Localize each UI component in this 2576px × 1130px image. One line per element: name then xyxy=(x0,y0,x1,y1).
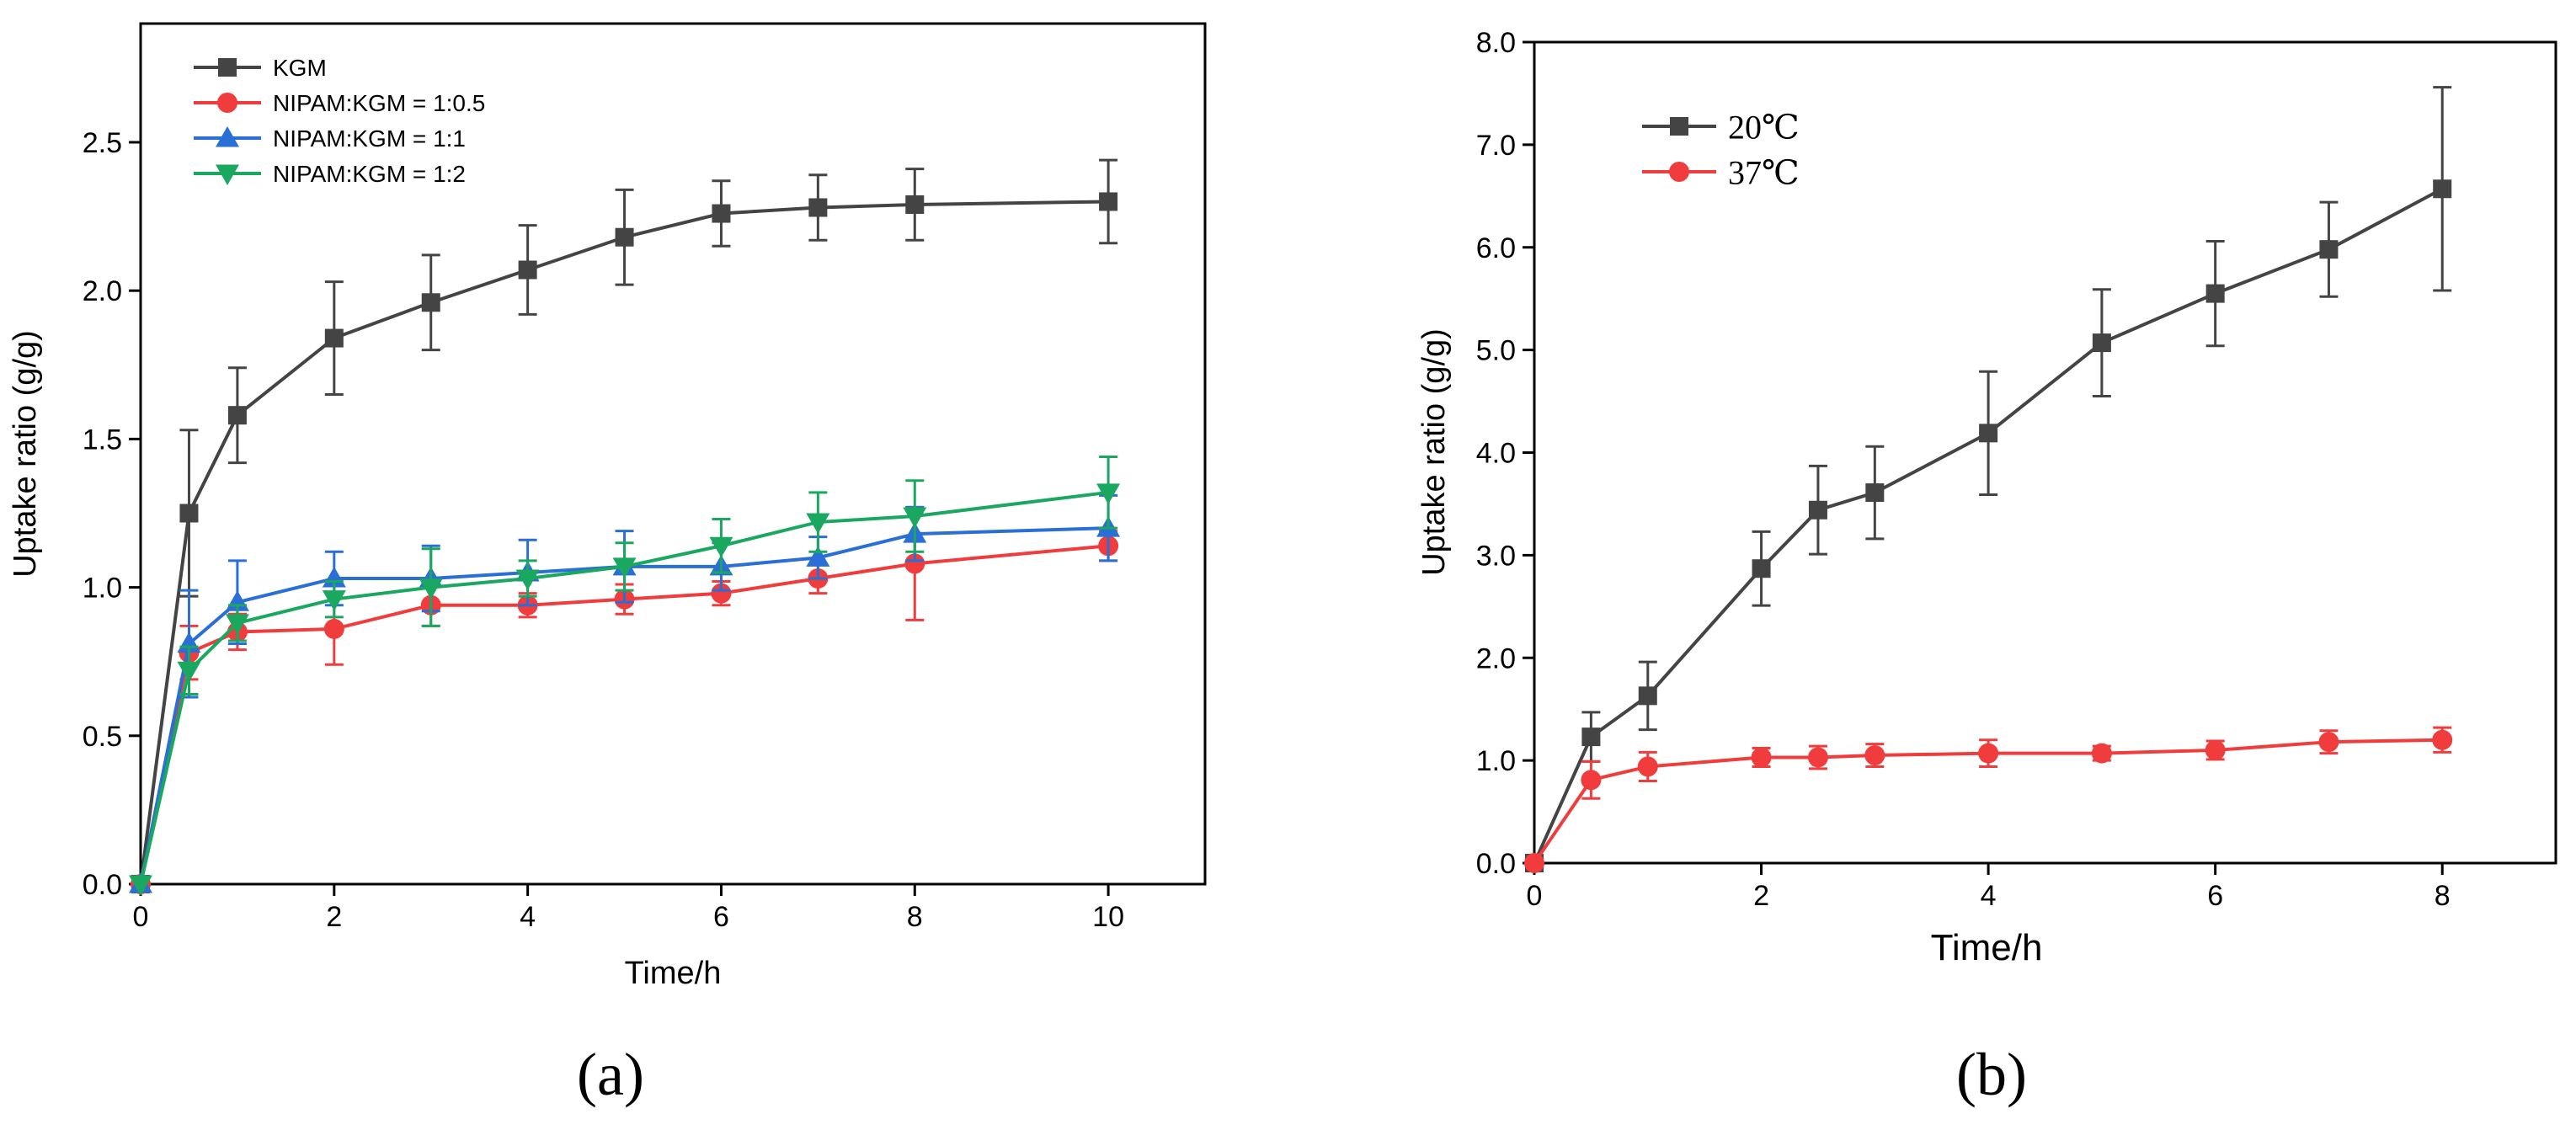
chart-b: 0.0 1.0 2.0 3.0 4.0 5.0 6.0 7.0 8.0 0 2 4 6 8 20℃ 37℃… xyxy=(1416,27,2557,1108)
chart-a-series-0-point xyxy=(808,198,828,217)
chart-a-legend-label: NIPAM:KGM = 1:0.5 xyxy=(273,90,485,116)
chart-a-series-1-point xyxy=(904,553,925,574)
chart-b-y-axis-label: Uptake ratio (g/g) xyxy=(1416,328,1452,576)
chart-a-xtick-label: 4 xyxy=(520,901,536,933)
chart-b-ytick-label: 5.0 xyxy=(1476,335,1516,367)
chart-b-ytick-label: 6.0 xyxy=(1476,232,1516,264)
chart-b-ytick-label: 0.0 xyxy=(1476,848,1516,880)
chart-a-ytick-label: 2.5 xyxy=(83,127,122,159)
chart-a-legend-marker xyxy=(217,93,237,113)
chart-a-ytick-label: 0.0 xyxy=(83,869,122,901)
chart-b-panel-label: (b) xyxy=(1956,1041,2027,1108)
chart-b-series-0-point xyxy=(2092,333,2111,353)
chart-b-series-1-point xyxy=(1637,756,1658,777)
chart-a-series-3-point xyxy=(515,569,540,591)
chart-a-ytick-label: 2.0 xyxy=(83,275,122,307)
chart-a-series-0 xyxy=(131,158,1118,893)
chart-b-xtick-label: 6 xyxy=(2207,880,2223,912)
chart-a-series-0-point xyxy=(324,328,344,348)
chart-a-series-0-point xyxy=(615,227,634,247)
chart-b-series-1-point xyxy=(2318,732,2339,753)
chart-b-series-1-point xyxy=(1524,853,1544,873)
chart-a-series-3 xyxy=(129,456,1121,896)
chart-a-legend-label: NIPAM:KGM = 1:2 xyxy=(273,161,466,187)
chart-b-series-0-point xyxy=(2319,240,2339,259)
chart-a-series-3-point xyxy=(1096,483,1121,504)
chart-a-series-3-point xyxy=(177,661,201,683)
chart-a-legend-marker xyxy=(216,164,239,185)
chart-a-series-3-point xyxy=(612,557,637,578)
chart-b-series-1-point xyxy=(1864,745,1885,766)
chart-a-ytick-label: 0.5 xyxy=(83,721,122,753)
chart-a-series-0-point xyxy=(227,406,247,425)
chart-a-series-2-point xyxy=(806,546,830,567)
chart-a-y-axis-label: Uptake ratio (g/g) xyxy=(8,330,43,578)
chart-a-series-0-point xyxy=(712,204,731,223)
chart-b-ytick-label: 8.0 xyxy=(1476,27,1516,59)
chart-b-series-0-point xyxy=(2433,179,2452,199)
chart-b-legend-label: 37℃ xyxy=(1728,153,1800,191)
chart-a-legend-label: NIPAM:KGM = 1:1 xyxy=(273,125,466,152)
chart-b-ytick-label: 2.0 xyxy=(1476,642,1516,674)
chart-a-series-0-point xyxy=(421,293,440,312)
chart-a-series-3-point xyxy=(709,536,733,558)
chart-b-ytick-label: 7.0 xyxy=(1476,130,1516,162)
chart-a-series-3-point xyxy=(129,875,152,896)
chart-a-ytick-label: 1.0 xyxy=(83,573,122,605)
chart-a-series-3-point xyxy=(322,590,346,611)
chart-b-series-1-point xyxy=(1807,747,1828,768)
chart-b-series-0-point xyxy=(1581,728,1601,747)
chart-a-xtick-label: 0 xyxy=(133,901,149,933)
chart-b-legend-marker xyxy=(1670,117,1688,136)
chart-a-series-0-point xyxy=(905,195,925,214)
chart-b-series-0-point xyxy=(1865,483,1885,503)
chart-b-series-1-point xyxy=(1751,747,1772,768)
chart-b-series-1-point xyxy=(2205,739,2226,760)
chart-a-xtick-label: 6 xyxy=(713,901,729,933)
chart-b-series-0-point xyxy=(1979,424,1998,443)
chart-a-series-3-point xyxy=(903,507,927,529)
chart-a-legend-marker xyxy=(216,126,239,147)
chart-b-xtick-label: 2 xyxy=(1753,880,1769,912)
chart-a-series-3-point xyxy=(419,578,443,600)
chart-a-series-0-point xyxy=(518,260,537,280)
chart-a-legend-marker xyxy=(218,58,237,77)
chart-b-series-1 xyxy=(1524,726,2453,873)
chart-a-series-3-point xyxy=(806,513,830,535)
chart-b-series-0-point xyxy=(1808,500,1827,520)
chart-b-series-0-point xyxy=(1752,559,1771,578)
chart-a-xtick-label: 2 xyxy=(326,901,342,933)
chart-b-legend-marker xyxy=(1669,162,1689,182)
chart-a: 0.0 0.5 1.0 1.5 2.0 2.5 0 2 4 6 8 10 KGM NIPAM:KGM … xyxy=(8,22,1207,1108)
chart-a-ytick-label: 1.5 xyxy=(83,424,122,456)
chart-a-plot-frame xyxy=(139,22,1207,886)
chart-b-series-0 xyxy=(1525,86,2452,872)
chart-b-series-1-point xyxy=(2432,729,2453,750)
chart-b-legend-label: 20℃ xyxy=(1728,108,1800,146)
chart-a-xtick-label: 8 xyxy=(907,901,923,933)
chart-b-series-0-point xyxy=(1638,686,1657,706)
chart-b-xtick-label: 4 xyxy=(1981,880,1997,912)
chart-b-xtick-label: 0 xyxy=(1527,880,1543,912)
chart-a-legend-label: KGM xyxy=(273,55,327,81)
chart-a-series-0-point xyxy=(179,504,199,523)
chart-b-series-0-point xyxy=(2205,284,2225,303)
chart-a-xtick-label: 10 xyxy=(1092,901,1124,933)
chart-a-series-0-point xyxy=(1099,192,1118,211)
chart-a-x-axis-label: Time/h xyxy=(625,956,722,991)
chart-b-ytick-label: 3.0 xyxy=(1476,540,1516,572)
chart-b-series-1-point xyxy=(1581,770,1602,791)
chart-b-xtick-label: 8 xyxy=(2435,880,2451,912)
chart-b-ytick-label: 1.0 xyxy=(1476,745,1516,777)
chart-b-ytick-label: 4.0 xyxy=(1476,438,1516,470)
chart-a-series-1-point xyxy=(323,618,344,639)
chart-a-series-1-point xyxy=(711,583,732,604)
chart-a-panel-label: (a) xyxy=(577,1041,644,1108)
chart-b-series-1-point xyxy=(2091,743,2112,764)
chart-b-x-axis-label: Time/h xyxy=(1931,927,2043,968)
chart-a-series-3-point xyxy=(225,614,249,635)
chart-b-series-1-point xyxy=(1978,743,1999,764)
